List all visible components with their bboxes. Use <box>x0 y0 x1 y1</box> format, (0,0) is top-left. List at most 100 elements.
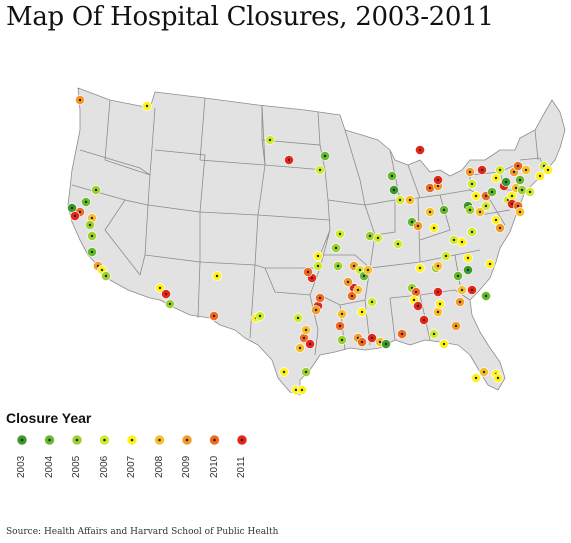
closure-marker-center <box>360 310 364 314</box>
closure-marker-center <box>390 174 394 178</box>
closure-marker-center <box>164 292 168 296</box>
closure-marker-center <box>408 198 412 202</box>
closure-marker-center <box>466 256 470 260</box>
closure-marker-center <box>466 268 470 272</box>
closure-marker-center <box>360 340 364 344</box>
closure-marker-center <box>494 176 498 180</box>
closure-marker-center <box>442 342 446 346</box>
closure-marker-center <box>346 280 350 284</box>
closure-marker-center <box>416 224 420 228</box>
closure-marker-center <box>350 294 354 298</box>
closure-marker-center <box>304 328 308 332</box>
closure-marker-center <box>334 246 338 250</box>
closure-marker-center <box>368 234 372 238</box>
closure-marker-center <box>498 226 502 230</box>
closure-marker-center <box>287 158 291 162</box>
closure-marker-center <box>362 274 366 278</box>
closure-marker-center <box>358 268 362 272</box>
closure-marker-center <box>474 194 478 198</box>
closure-marker-center <box>294 388 298 392</box>
closure-marker-center <box>490 190 494 194</box>
closure-marker-center <box>298 346 302 350</box>
closure-marker-center <box>512 170 516 174</box>
closure-marker-center <box>306 270 310 274</box>
closure-marker-center <box>410 220 414 224</box>
closure-marker-center <box>70 206 74 210</box>
closure-marker-center <box>145 104 149 108</box>
closure-marker-center <box>454 324 458 328</box>
closure-marker-center <box>94 188 98 192</box>
closure-marker-center <box>418 266 422 270</box>
closure-marker-center <box>470 182 474 186</box>
closure-marker-center <box>484 294 488 298</box>
closure-marker-center <box>90 250 94 254</box>
closure-marker-center <box>296 316 300 320</box>
legend-year-label: 2008 <box>153 455 165 478</box>
legend-year-label: 2003 <box>16 455 27 478</box>
closure-marker-center <box>436 178 440 182</box>
closure-marker-center <box>516 204 520 208</box>
closure-marker-center <box>78 210 82 214</box>
closure-marker-center <box>422 318 426 322</box>
closure-marker-center <box>258 314 262 318</box>
closure-marker-center <box>488 262 492 266</box>
closure-marker-center <box>478 210 482 214</box>
closure-marker-center <box>282 370 286 374</box>
page-title: Map Of Hospital Closures, 2003-2011 <box>6 2 494 32</box>
closure-marker-center <box>376 236 380 240</box>
closure-marker-center <box>546 168 550 172</box>
closure-marker-center <box>308 342 312 346</box>
closure-marker-center <box>356 288 360 292</box>
closure-marker-center <box>338 232 342 236</box>
closure-marker-center <box>366 268 370 272</box>
closure-marker-center <box>316 264 320 268</box>
closure-marker-center <box>470 288 474 292</box>
legend-swatch-center <box>103 438 106 442</box>
closure-marker-center <box>90 216 94 220</box>
closure-marker-center <box>340 312 344 316</box>
closure-marker-center <box>384 342 388 346</box>
closure-marker-center <box>458 300 462 304</box>
closure-marker-center <box>468 208 472 212</box>
closure-marker-center <box>456 274 460 278</box>
legend-year-label: 2009 <box>181 455 192 478</box>
closure-marker-center <box>516 164 520 168</box>
closure-marker-center <box>436 184 440 188</box>
closure-marker-center <box>78 98 82 102</box>
closure-marker-center <box>514 186 518 190</box>
closure-marker-center <box>482 370 486 374</box>
closure-marker-center <box>428 186 432 190</box>
closure-marker-center <box>215 274 219 278</box>
closure-marker-center <box>370 336 374 340</box>
closure-marker-center <box>158 286 162 290</box>
legend-swatch-center <box>20 438 24 442</box>
closure-marker-center <box>340 338 344 342</box>
hospital-closures <box>67 95 553 395</box>
closure-marker-center <box>496 376 500 380</box>
closure-marker-center <box>412 298 416 302</box>
legend-year-label: 2006 <box>98 455 110 478</box>
closure-marker-center <box>73 214 77 218</box>
closure-marker-center <box>300 388 304 392</box>
closure-marker-center <box>460 240 464 244</box>
closure-marker-center <box>432 226 436 230</box>
legend-year-label: 2004 <box>43 455 55 478</box>
closure-marker-center <box>378 340 382 344</box>
closure-marker-center <box>318 168 322 172</box>
legend-title: Closure Year <box>6 410 92 426</box>
legend-swatch-center <box>75 438 79 442</box>
legend-swatch-center <box>185 438 189 442</box>
legend-year-label: 2005 <box>71 455 82 478</box>
closure-marker-center <box>90 234 94 238</box>
closure-marker-center <box>498 168 502 172</box>
closure-marker-center <box>323 154 327 158</box>
closure-marker-center <box>480 168 484 172</box>
closure-marker-center <box>518 210 522 214</box>
closure-marker-center <box>468 170 472 174</box>
closure-marker-center <box>310 276 314 280</box>
closure-marker-center <box>416 304 420 308</box>
closure-marker-center <box>304 370 308 374</box>
closure-marker-center <box>400 332 404 336</box>
us-outline <box>67 87 566 396</box>
legend-swatches <box>16 434 248 446</box>
